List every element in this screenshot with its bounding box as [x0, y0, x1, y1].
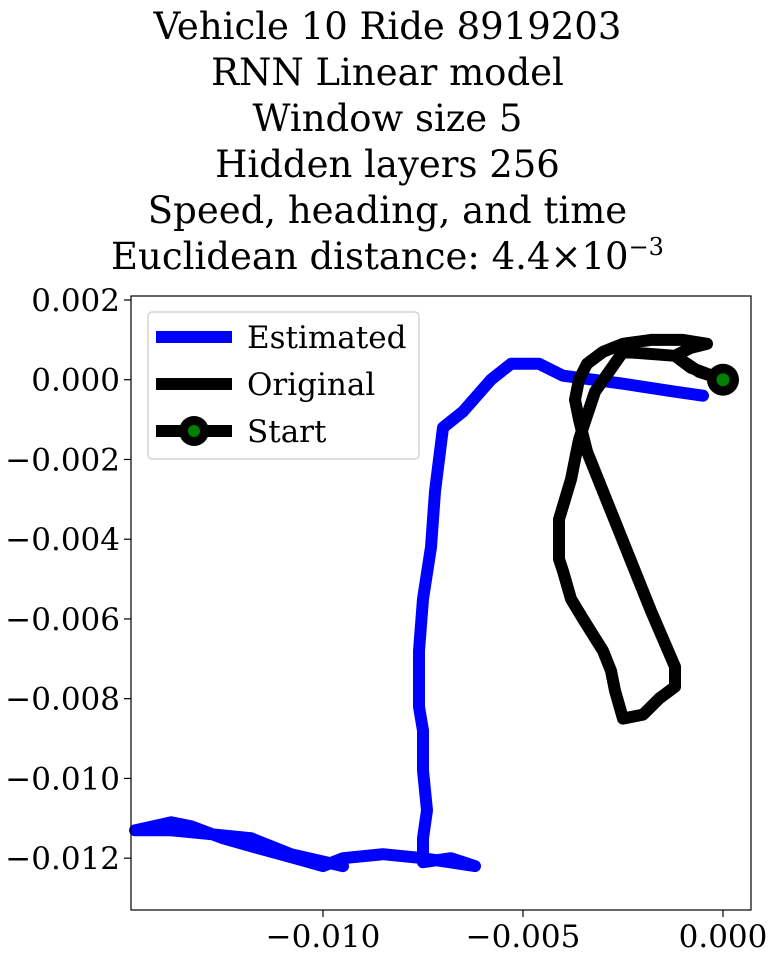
legend-box	[147, 311, 420, 460]
y-tick-label: −0.006	[5, 602, 120, 638]
legend-entry-start-label: Start	[247, 414, 327, 450]
y-tick-label: 0.002	[31, 283, 120, 319]
series-original-line	[553, 333, 729, 725]
plot-series-layer	[129, 333, 739, 873]
legend: Estimated Original Start	[147, 311, 420, 460]
distance-times: ×	[550, 235, 582, 278]
title-line-distance: Euclidean distance: 4.4×10−3	[0, 234, 775, 280]
chart-title: Vehicle 10 Ride 8919203 RNN Linear model…	[0, 4, 775, 280]
x-axis: −0.010 −0.005 0.000	[266, 910, 768, 955]
title-line-3: Window size 5	[252, 97, 523, 140]
x-tick-label: −0.005	[466, 919, 581, 955]
x-tick-label: 0.000	[679, 919, 768, 955]
distance-exponent: −3	[628, 233, 664, 261]
legend-entry-estimated-label: Estimated	[247, 320, 406, 356]
title-line-4: Hidden layers 256	[215, 143, 560, 186]
y-tick-label: −0.004	[5, 522, 120, 558]
y-tick-label: −0.012	[5, 841, 120, 877]
legend-entry-start-marker-inner	[188, 425, 200, 437]
y-tick-label: −0.008	[5, 682, 120, 718]
title-line-2: RNN Linear model	[211, 51, 564, 94]
y-tick-label: 0.000	[31, 363, 120, 399]
title-line-5: Speed, heading, and time	[147, 189, 628, 232]
legend-entry-original-label: Original	[247, 367, 375, 403]
series-estimated-line	[129, 357, 709, 873]
plot-frame	[130, 295, 752, 911]
start-marker-inner	[716, 373, 730, 387]
x-tick-label: −0.010	[266, 919, 381, 955]
title-line-1: Vehicle 10 Ride 8919203	[153, 5, 622, 48]
distance-label: Euclidean distance: 4.4	[111, 235, 551, 278]
y-axis: 0.002 0.000 −0.002 −0.004 −0.006 −0.008 −0.010…	[5, 283, 131, 877]
y-tick-label: −0.002	[5, 442, 120, 478]
distance-base: 10	[581, 235, 629, 278]
y-tick-label: −0.010	[5, 761, 120, 797]
